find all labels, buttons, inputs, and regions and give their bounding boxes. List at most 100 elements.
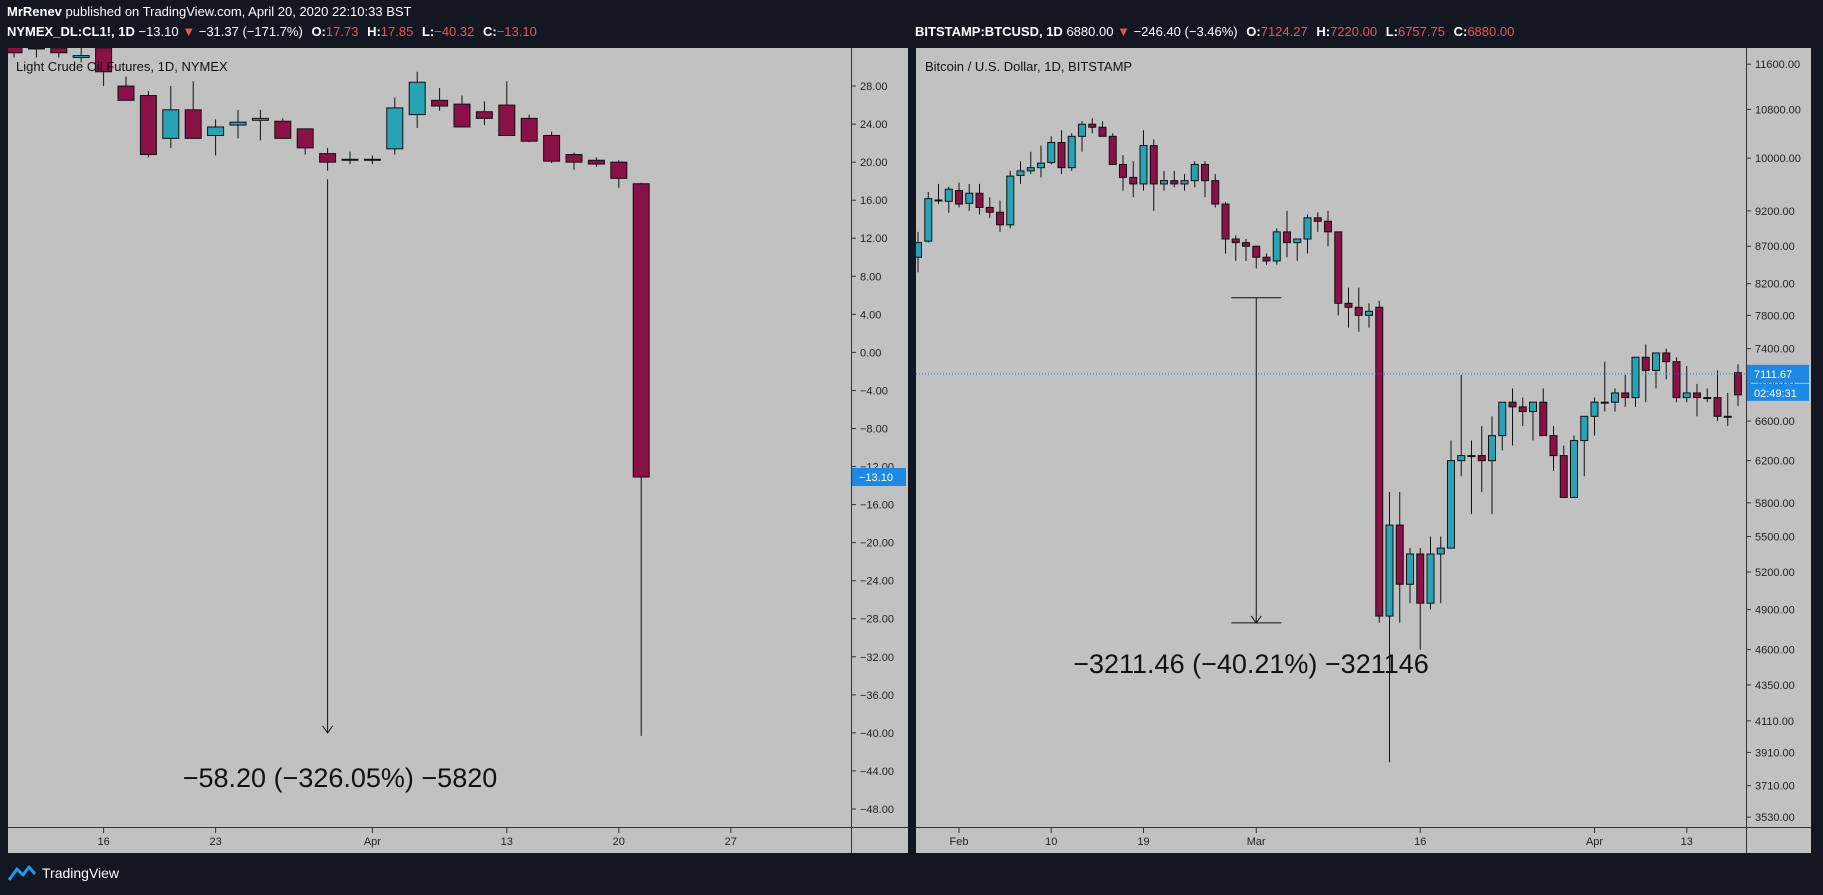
right-candle-body[interactable] bbox=[1600, 401, 1609, 404]
right-candle-body[interactable] bbox=[1385, 524, 1394, 617]
right-candle-body[interactable] bbox=[1129, 176, 1138, 185]
right-candle-body[interactable] bbox=[1447, 460, 1455, 549]
right-candle-body[interactable] bbox=[1108, 135, 1117, 165]
left-candle-body[interactable] bbox=[431, 99, 449, 107]
right-candle-body[interactable] bbox=[1149, 145, 1158, 185]
right-candle-body[interactable] bbox=[1313, 217, 1322, 222]
right-candle-body[interactable] bbox=[1662, 352, 1671, 363]
left-chart[interactable]: 28.00 24.00 20.00 16.00 12.00 8.00 4.00 0.00 −4.… bbox=[6, 29, 908, 853]
author-name[interactable]: MrRenev bbox=[7, 4, 62, 19]
left-candle-body[interactable] bbox=[341, 158, 359, 161]
left-candle-body[interactable] bbox=[184, 109, 202, 139]
right-candle-body[interactable] bbox=[1201, 163, 1209, 182]
right-candle-body[interactable] bbox=[1098, 126, 1107, 137]
right-time-axis[interactable] bbox=[916, 828, 1811, 853]
right-candle-body[interactable] bbox=[1139, 145, 1148, 185]
right-candle-body[interactable] bbox=[1180, 180, 1189, 185]
left-candle-body[interactable] bbox=[207, 126, 225, 137]
right-candle-body[interactable] bbox=[1682, 392, 1691, 399]
right-candle-body[interactable] bbox=[1621, 392, 1630, 399]
right-candle-body[interactable] bbox=[985, 206, 994, 213]
right-candle-body[interactable] bbox=[1303, 217, 1312, 240]
right-candle-body[interactable] bbox=[1611, 392, 1619, 403]
right-candle-body[interactable] bbox=[1529, 401, 1537, 413]
left-candle-body[interactable] bbox=[475, 111, 493, 119]
left-candle-body[interactable] bbox=[520, 117, 538, 142]
right-candle-body[interactable] bbox=[1067, 135, 1076, 169]
right-candle-body[interactable] bbox=[1272, 231, 1281, 262]
left-time-axis[interactable] bbox=[8, 828, 908, 853]
left-candle-body[interactable] bbox=[363, 158, 381, 161]
right-candle-body[interactable] bbox=[1703, 397, 1712, 400]
right-candle-body[interactable] bbox=[1467, 455, 1476, 458]
right-candle-body[interactable] bbox=[1354, 306, 1363, 316]
right-candle-body[interactable] bbox=[1559, 455, 1568, 498]
left-candle-body[interactable] bbox=[95, 48, 113, 73]
right-candle-body[interactable] bbox=[1006, 175, 1015, 226]
right-candle-body[interactable] bbox=[965, 192, 974, 204]
right-candle-body[interactable] bbox=[1436, 547, 1445, 555]
right-candle-body[interactable] bbox=[1221, 203, 1230, 240]
right-candle-body[interactable] bbox=[1365, 310, 1373, 316]
right-candle-body[interactable] bbox=[955, 190, 963, 205]
left-candle-body[interactable] bbox=[162, 109, 180, 139]
right-candle-body[interactable] bbox=[915, 242, 922, 258]
tradingview-logo-icon[interactable] bbox=[8, 864, 36, 882]
left-candle-body[interactable] bbox=[274, 120, 292, 139]
left-candle-body[interactable] bbox=[27, 48, 45, 50]
left-candle-body[interactable] bbox=[229, 121, 247, 126]
left-candle-body[interactable] bbox=[50, 48, 68, 54]
right-candle-body[interactable] bbox=[1395, 524, 1404, 585]
right-symbol[interactable]: BITSTAMP:BTCUSD, 1D bbox=[915, 24, 1063, 39]
brand-name[interactable]: TradingView bbox=[42, 865, 120, 881]
right-candle-body[interactable] bbox=[924, 198, 933, 242]
right-candle-body[interactable] bbox=[1016, 170, 1025, 176]
left-candle-body[interactable] bbox=[139, 95, 157, 156]
left-candle-body[interactable] bbox=[117, 85, 135, 101]
left-candle-body[interactable] bbox=[386, 107, 404, 150]
right-candle-body[interactable] bbox=[1590, 401, 1599, 417]
right-candle-body[interactable] bbox=[1262, 256, 1271, 262]
left-price-axis[interactable] bbox=[852, 48, 908, 853]
right-candle-body[interactable] bbox=[1047, 141, 1056, 164]
left-candle-body[interactable] bbox=[498, 104, 516, 137]
right-candle-body[interactable] bbox=[1026, 167, 1035, 172]
left-candle-body[interactable] bbox=[72, 55, 90, 59]
right-candle-body[interactable] bbox=[1580, 415, 1589, 442]
right-candle-body[interactable] bbox=[1170, 180, 1179, 185]
right-candle-body[interactable] bbox=[944, 188, 953, 202]
right-candle-body[interactable] bbox=[1570, 440, 1578, 498]
left-candle-body[interactable] bbox=[565, 154, 583, 163]
right-candle-body[interactable] bbox=[1242, 242, 1250, 247]
right-candle-body[interactable] bbox=[1477, 455, 1486, 462]
right-candle-body[interactable] bbox=[1539, 401, 1548, 437]
right-candle-body[interactable] bbox=[1652, 352, 1660, 371]
left-candle-body[interactable] bbox=[408, 81, 426, 116]
right-candle-body[interactable] bbox=[1549, 435, 1558, 457]
left-candle-body[interactable] bbox=[610, 161, 628, 179]
right-candle-body[interactable] bbox=[975, 192, 984, 208]
right-plot-area[interactable] bbox=[916, 48, 1747, 853]
right-candle-body[interactable] bbox=[1672, 361, 1681, 399]
right-candle-body[interactable] bbox=[1324, 220, 1332, 233]
right-candle-body[interactable] bbox=[1426, 553, 1435, 604]
right-candle-body[interactable] bbox=[1078, 123, 1086, 137]
right-candle-body[interactable] bbox=[996, 211, 1004, 226]
right-candle-body[interactable] bbox=[1693, 392, 1701, 399]
left-candle-body[interactable] bbox=[632, 183, 650, 478]
right-candle-body[interactable] bbox=[1416, 553, 1425, 604]
right-candle-body[interactable] bbox=[1406, 553, 1414, 585]
right-candle-body[interactable] bbox=[1723, 415, 1732, 418]
right-candle-body[interactable] bbox=[1631, 356, 1640, 399]
right-candle-body[interactable] bbox=[1334, 231, 1343, 304]
right-candle-body[interactable] bbox=[1252, 245, 1261, 258]
left-plot-area[interactable] bbox=[8, 48, 851, 853]
left-candle-body[interactable] bbox=[587, 159, 605, 165]
left-candle-body[interactable] bbox=[6, 38, 23, 54]
right-candle-body[interactable] bbox=[1508, 401, 1517, 408]
right-candle-body[interactable] bbox=[1190, 163, 1199, 182]
left-candle-body[interactable] bbox=[251, 117, 269, 121]
left-candle-body[interactable] bbox=[453, 103, 471, 128]
left-candle-body[interactable] bbox=[543, 135, 561, 162]
right-candle-body[interactable] bbox=[934, 199, 943, 202]
